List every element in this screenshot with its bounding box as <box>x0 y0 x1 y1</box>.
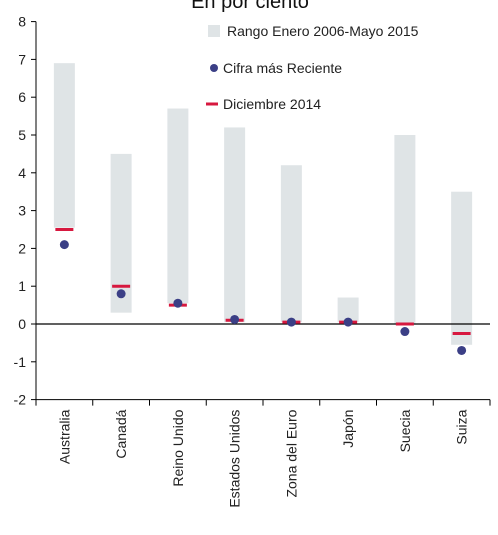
recent-marker <box>230 314 240 324</box>
y-tick-label: 3 <box>18 203 26 219</box>
range-bar <box>224 127 246 323</box>
category-label: Australia <box>56 409 72 464</box>
category-label: Japón <box>340 410 356 448</box>
category-label: Zona del Euro <box>283 409 299 497</box>
recent-marker <box>59 240 69 250</box>
y-tick-label: 0 <box>18 316 26 332</box>
recent-marker <box>457 345 467 355</box>
legend: Rango Enero 2006-Mayo 2015 Cifra más Rec… <box>206 23 419 112</box>
category-label: Estados Unidos <box>227 410 243 508</box>
y-tick-label: 2 <box>18 240 26 256</box>
legend-recent-marker <box>210 64 218 72</box>
y-tick-label: 7 <box>18 51 26 67</box>
range-bar <box>394 135 416 324</box>
legend-range-label: Rango Enero 2006-Mayo 2015 <box>227 23 419 39</box>
y-tick-label: -1 <box>14 354 27 370</box>
recent-marker <box>173 298 183 308</box>
y-tick-label: 1 <box>18 278 26 294</box>
range-bars <box>53 63 473 345</box>
legend-recent-label: Cifra más Reciente <box>223 60 342 76</box>
range-bar <box>53 63 75 228</box>
range-bar <box>280 165 302 323</box>
range-bar <box>110 153 132 313</box>
y-axis: -2 -1 0 1 2 3 4 5 6 7 8 <box>14 14 37 408</box>
y-tick-label: 4 <box>18 165 26 181</box>
recent-marker <box>400 327 410 337</box>
y-tick-label: 6 <box>18 89 26 105</box>
chart-title: En por ciento <box>191 0 309 13</box>
category-label: Canadá <box>113 409 129 458</box>
range-bar <box>451 191 473 345</box>
range-bar <box>337 297 359 323</box>
y-tick-label: -2 <box>14 392 27 408</box>
x-axis: Australia Canadá Reino Unido Estados Unidos… <box>35 323 491 508</box>
category-label: Suiza <box>454 409 470 444</box>
recent-marker <box>286 317 296 327</box>
category-label: Suecia <box>397 409 413 452</box>
data-marks <box>55 228 471 355</box>
y-tick-label: 5 <box>18 127 26 143</box>
range-bar <box>167 108 189 304</box>
category-label: Reino Unido <box>170 409 186 486</box>
recent-marker <box>343 317 353 327</box>
y-tick-label: 8 <box>18 14 26 30</box>
legend-dec2014-label: Diciembre 2014 <box>223 96 321 112</box>
recent-marker <box>116 289 126 299</box>
legend-range-swatch <box>208 25 220 37</box>
